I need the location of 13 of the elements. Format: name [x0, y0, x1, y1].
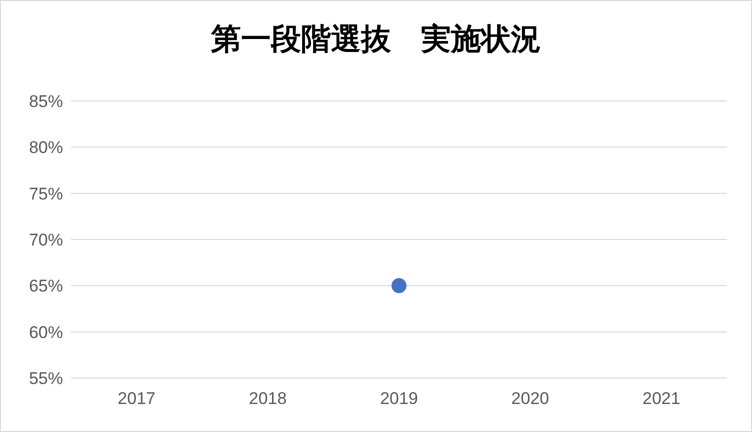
x-tick-label: 2017: [118, 389, 156, 408]
x-tick-label: 2021: [642, 389, 680, 408]
x-tick-label: 2018: [248, 389, 287, 408]
chart-title: 第一段階選抜 実施状況: [210, 21, 542, 59]
y-tick-label: 55%: [28, 369, 63, 388]
y-tick-label: 85%: [28, 92, 63, 112]
x-tick-label: 2019: [380, 389, 418, 408]
x-tick-label: 2020: [511, 389, 550, 408]
y-tick-label: 80%: [28, 138, 63, 158]
y-tick-label: 60%: [28, 322, 63, 342]
y-tick-label: 70%: [28, 230, 63, 250]
y-tick-label: 75%: [28, 184, 63, 204]
y-tick-label: 65%: [28, 276, 63, 296]
